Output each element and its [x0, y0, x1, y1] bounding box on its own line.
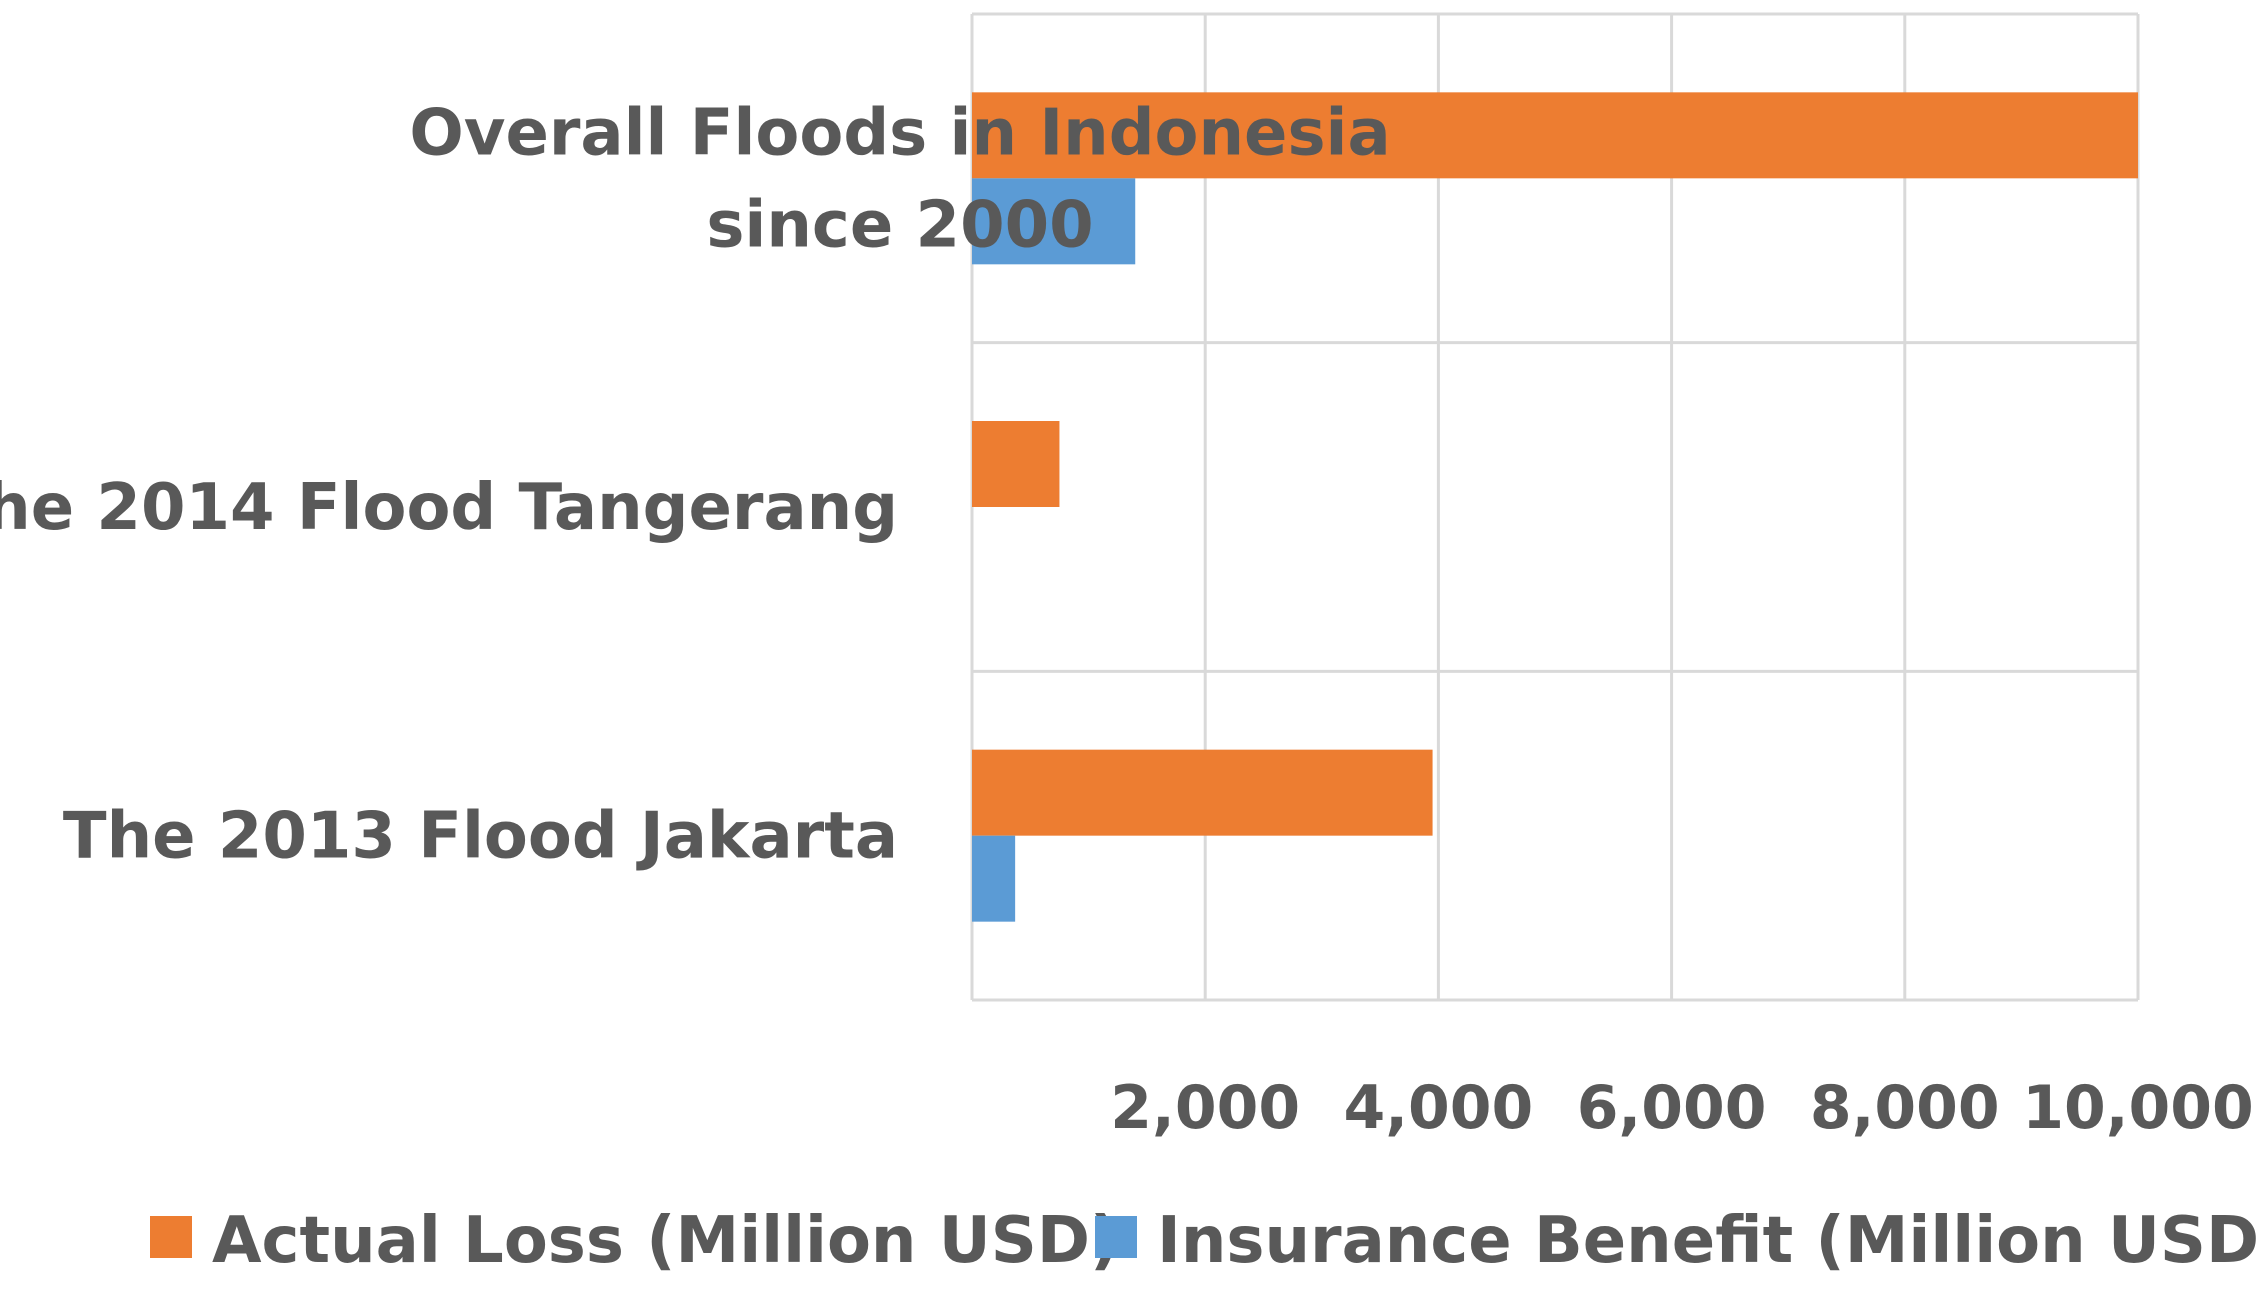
- x-tick-label-8000: 8,000: [1810, 1073, 2000, 1143]
- bars: [972, 92, 2138, 922]
- legend-label-insurance-benefit-million-usd: Insurance Benefit (Million USD): [1157, 1204, 2256, 1278]
- bar-insurance-benefit-million-usd-overall-floods-in-indonesia-since-2000: [972, 178, 1136, 265]
- bar-actual-loss-million-usd-overall-floods-in-indonesia-since-2000: [972, 92, 2138, 179]
- legend: Actual Loss (Million USD) Insurance Benef…: [150, 1204, 2256, 1278]
- category-label-the-2014-flood-tangerang: The 2014 Flood Tangerang: [0, 471, 898, 545]
- x-tick-label-4000: 4,000: [1344, 1073, 1534, 1143]
- bar-actual-loss-million-usd-the-2014-flood-tangerang: [972, 421, 1060, 507]
- category-label-overall-floods-in-indonesia-since-2000: Overall Floods in Indonesia since 2000: [409, 96, 1390, 262]
- x-tick-label-6000: 6,000: [1577, 1073, 1767, 1143]
- category-labels: Overall Floods in Indonesia since 2000 The…: [0, 96, 1391, 873]
- legend-swatch-insurance-benefit-million-usd: [1095, 1216, 1137, 1258]
- x-tick-label-10000: 10,000: [2022, 1073, 2254, 1143]
- x-tick-label-2000: 2,000: [1110, 1073, 1300, 1143]
- bar-insurance-benefit-million-usd-the-2013-flood-jakarta: [972, 835, 1016, 922]
- legend-swatch-actual-loss-million-usd: [150, 1216, 192, 1258]
- bar-actual-loss-million-usd-the-2013-flood-jakarta: [972, 749, 1433, 836]
- category-label-the-2013-flood-jakarta: The 2013 Flood Jakarta: [63, 800, 898, 874]
- legend-label-actual-loss-million-usd: Actual Loss (Million USD): [212, 1204, 1119, 1278]
- x-axis-tick-labels: 2,000 4,000 6,000 8,000 10,000: [1110, 1073, 2253, 1143]
